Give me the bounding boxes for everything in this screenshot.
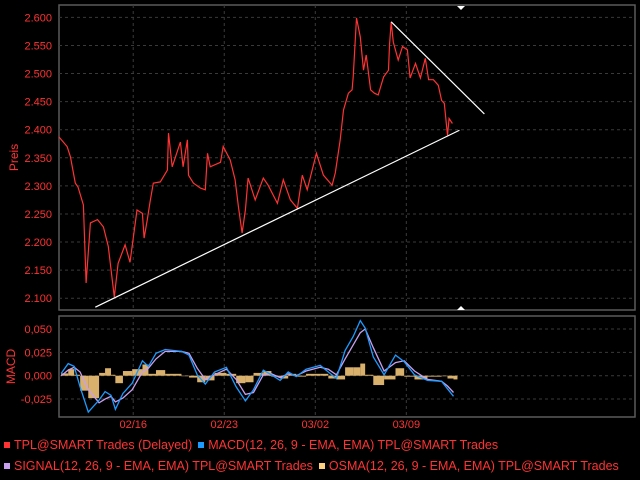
osma-bar [320,373,329,376]
osma-bar [263,371,272,376]
price-series-line [58,17,453,298]
y-tick-label: 2.300 [24,181,52,193]
osma-bar [88,375,100,399]
legend-label-macd: MACD(12, 26, 9 - EMA, EMA) TPL@SMART Tra… [208,438,499,452]
osma-bar [189,375,198,378]
y-tick-label: 0,050 [24,324,52,336]
osma-bar [328,375,337,379]
legend-item-price[interactable]: TPL@SMART Trades (Delayed) [4,438,192,452]
y-tick-label: -0,025 [21,394,52,406]
osma-bar [155,370,166,376]
y-tick-label: 2.550 [24,40,52,52]
osma-bar [214,372,227,376]
osma-bar [384,375,396,380]
osma-bar [336,375,346,380]
macd-series-line [60,319,455,414]
x-tick-label: 02/16 [119,419,147,431]
legend-swatch-price [4,442,10,448]
osma-bar [353,367,361,376]
legend-swatch-osma [318,463,325,469]
top-marker-icon [457,6,465,10]
y-tick-label: 2.500 [24,69,52,81]
osma-bar [447,375,454,379]
osma-bar [181,375,190,377]
legend-item-osma[interactable]: OSMA(12, 26, 9 - EMA, EMA) TPL@SMART Tra… [318,459,619,473]
x-tick-label: 02/23 [211,419,239,431]
osma-bar [68,369,75,376]
x-tick-label: 03/02 [302,419,330,431]
trendline [95,129,460,308]
y-axis-label: Preis [7,144,21,171]
osma-bar [345,367,354,376]
osma-bar [99,372,106,376]
legend-swatch-macd [198,442,205,448]
osma-bar [395,368,405,376]
osma-bar [404,375,415,377]
legend-row-2: SIGNAL(12, 26, 9 - EMA, EMA) TPL@SMART T… [4,459,625,473]
trendline [390,21,485,115]
osma-bar [236,375,246,384]
osma-bar [441,375,448,377]
plot-area-1 [58,315,636,418]
osma-bar [165,373,182,376]
legend-label-osma: OSMA(12, 26, 9 - EMA, EMA) TPL@SMART Tra… [328,459,619,473]
osma-bar [148,373,156,376]
osma-bar [245,375,254,383]
osma-bar [253,372,264,376]
legend-label-price: TPL@SMART Trades (Delayed) [14,438,193,452]
legend-item-macd[interactable]: MACD(12, 26, 9 - EMA, EMA) TPL@SMART Tra… [198,438,498,452]
osma-bar [115,375,123,384]
osma-bar [453,375,458,380]
legend-swatch-signal [4,463,10,469]
bottom-marker-icon [457,306,465,310]
osma-bar [365,374,374,376]
y-tick-label: 2.150 [24,265,52,277]
osma-bar [296,375,307,377]
osma-bar [80,375,89,391]
x-tick-label: 03/09 [393,419,421,431]
osma-bar [360,363,366,376]
legend-item-signal[interactable]: SIGNAL(12, 26, 9 - EMA, EMA) TPL@SMART T… [4,459,313,473]
signal-series-line [60,327,454,404]
y-tick-label: 2.450 [24,97,52,109]
osma-bar [61,373,69,376]
osma-bar [373,375,385,386]
y-tick-label: 2.600 [24,12,52,24]
y-tick-label: 2.100 [24,293,52,305]
osma-bar [427,375,442,377]
y-axis-label: MACD [4,349,18,385]
osma-bar [122,371,133,376]
y-tick-label: 2.200 [24,237,52,249]
y-tick-label: 2.400 [24,125,52,137]
legend-label-signal: SIGNAL(12, 26, 9 - EMA, EMA) TPL@SMART T… [14,459,313,473]
osma-bar [306,373,321,376]
y-tick-label: 0,025 [24,347,52,359]
osma-bar [105,368,112,376]
y-tick-label: 2.350 [24,153,52,165]
y-tick-label: 0,000 [24,371,52,383]
osma-bar [111,374,116,376]
legend-row-1: TPL@SMART Trades (Delayed) MACD(12, 26, … [4,438,504,452]
y-tick-label: 2.250 [24,209,52,221]
